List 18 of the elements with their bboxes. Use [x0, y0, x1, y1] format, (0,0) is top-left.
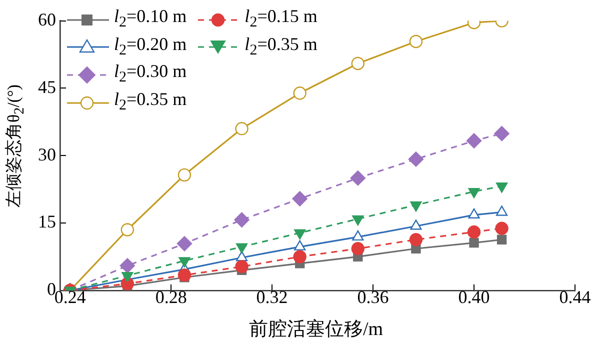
legend-label: l$_{2}$=0.10 m [114, 6, 187, 33]
legend-label: l$_{2}$=0.35 m [114, 88, 187, 116]
y-tick-label: 0 [47, 279, 56, 300]
y-tick-label: 60 [38, 10, 56, 30]
x-tick-label: 0.32 [256, 286, 288, 307]
legend-label: l$_{2}$=0.35 m [244, 34, 318, 60]
x-tick-label: 0.44 [559, 286, 591, 307]
x-tick-label: 0.24 [54, 286, 86, 307]
x-tick-label: 0.40 [458, 286, 490, 307]
y-tick-label: 30 [38, 144, 56, 164]
x-axis-title: 前腔活塞位移/m [248, 318, 384, 340]
legend-label: l$_{2}$=0.20 m [114, 34, 187, 60]
x-tick-label: 0.28 [155, 286, 187, 307]
legend-label: l$_{2}$=0.30 m [114, 61, 187, 88]
legend-label: l$_{2}$=0.15 m [244, 6, 318, 33]
x-tick-label: 0.36 [357, 286, 389, 307]
y-tick-label: 45 [38, 76, 56, 97]
y-tick-label: 15 [38, 212, 56, 232]
